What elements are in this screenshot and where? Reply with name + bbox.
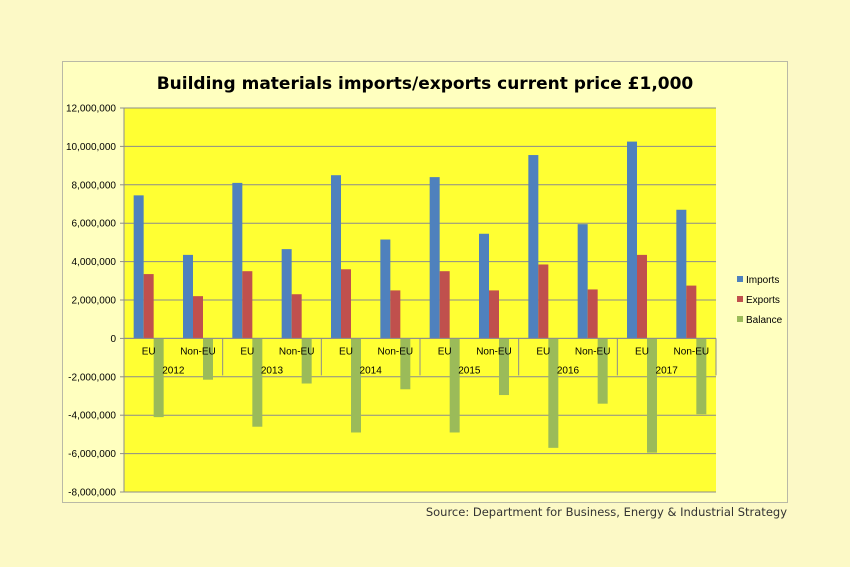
legend-label-exports: Exports [746, 295, 780, 306]
category-label: EU [142, 346, 156, 357]
category-label: Non-EU [575, 346, 611, 357]
year-label: 2017 [656, 365, 679, 376]
balance-bar [597, 338, 608, 404]
y-tick-label: -4,000,000 [68, 411, 116, 422]
y-tick-label: 0 [110, 334, 116, 345]
balance-bar [400, 338, 411, 390]
balance-bar [548, 338, 559, 448]
balance-bar [449, 338, 460, 433]
year-label: 2012 [162, 365, 185, 376]
balance-bar [203, 338, 213, 380]
y-tick-label: -8,000,000 [68, 488, 116, 499]
legend-label-balance: Balance [746, 315, 783, 326]
balance-bar [351, 338, 361, 433]
balance-bar [252, 338, 263, 427]
legend-label-imports: Imports [746, 275, 779, 286]
y-tick-label: 4,000,000 [72, 257, 117, 268]
exports-bar [242, 271, 253, 339]
exports-bar [686, 285, 697, 339]
year-label: 2014 [360, 365, 383, 376]
category-label: EU [438, 346, 452, 357]
legend-swatch-balance [737, 316, 743, 322]
imports-bar [331, 175, 341, 339]
balance-bar [301, 338, 312, 384]
imports-bar [183, 254, 193, 339]
exports-bar [291, 294, 302, 339]
exports-bar [439, 271, 450, 339]
balance-bar [153, 338, 164, 418]
chart-title: Building materials imports/exports curre… [156, 74, 694, 94]
imports-bar [577, 224, 588, 339]
year-label: 2015 [458, 365, 481, 376]
category-label: EU [635, 346, 649, 357]
source-note: Source: Department for Business, Energy … [425, 505, 787, 519]
y-tick-label: 2,000,000 [72, 296, 117, 307]
category-label: EU [536, 346, 550, 357]
imports-bar [133, 195, 144, 339]
balance-bar [647, 338, 657, 453]
imports-bar [528, 155, 539, 339]
year-label: 2013 [261, 365, 284, 376]
exports-bar [637, 254, 647, 339]
category-label: Non-EU [180, 346, 216, 357]
y-tick-label: 10,000,000 [66, 142, 116, 153]
exports-bar [193, 296, 203, 339]
y-tick-label: 6,000,000 [72, 219, 117, 230]
imports-bar [627, 141, 637, 339]
category-label: Non-EU [279, 346, 315, 357]
imports-bar [676, 209, 687, 339]
exports-bar [489, 290, 499, 339]
category-label: Non-EU [378, 346, 414, 357]
y-tick-label: 8,000,000 [72, 180, 117, 191]
balance-bar [499, 338, 509, 396]
legend-swatch-imports [737, 276, 743, 282]
exports-bar [538, 264, 549, 339]
category-label: EU [240, 346, 254, 357]
legend-swatch-exports [737, 296, 743, 302]
exports-bar [341, 269, 351, 339]
y-tick-label: -6,000,000 [68, 449, 116, 460]
imports-bar [281, 249, 292, 339]
category-label: Non-EU [476, 346, 512, 357]
exports-bar [143, 274, 154, 339]
y-tick-label: -2,000,000 [68, 372, 116, 383]
imports-bar [232, 182, 243, 339]
imports-bar [429, 177, 440, 339]
y-tick-label: 12,000,000 [66, 104, 116, 115]
category-label: EU [339, 346, 353, 357]
category-label: Non-EU [674, 346, 710, 357]
exports-bar [587, 289, 598, 339]
imports-bar [479, 233, 489, 339]
exports-bar [390, 290, 401, 339]
balance-bar [696, 338, 707, 415]
imports-bar [380, 239, 391, 339]
year-label: 2016 [557, 365, 580, 376]
